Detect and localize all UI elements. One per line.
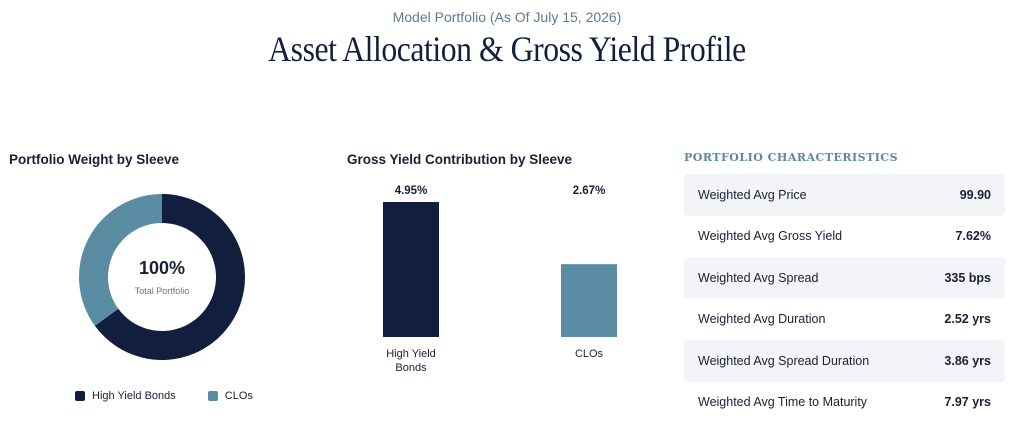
- characteristic-row: Weighted Avg Spread Duration 3.86 yrs: [684, 340, 1005, 382]
- characteristic-value: 335 bps: [944, 270, 991, 285]
- donut-chart: [79, 194, 246, 360]
- characteristic-label: Weighted Avg Duration: [698, 312, 826, 327]
- legend-item-clos: CLOs: [207, 390, 253, 402]
- characteristic-label: Weighted Avg Gross Yield: [698, 229, 843, 244]
- donut-center-value: 100%: [138, 258, 186, 278]
- bar-high-yield-bonds: [383, 202, 439, 337]
- bar-chart-title: Gross Yield Contribution by Sleeve: [347, 152, 573, 167]
- characteristic-row: Weighted Avg Gross Yield 7.62%: [684, 216, 1005, 258]
- legend-swatch-high-yield-bonds: [75, 391, 85, 401]
- characteristic-value: 7.97 yrs: [944, 395, 991, 410]
- characteristics-heading: PORTFOLIO CHARACTERISTICS: [684, 151, 899, 164]
- legend-item-high-yield-bonds: High Yield Bonds: [75, 390, 176, 402]
- characteristic-row: Weighted Avg Time to Maturity 7.97 yrs: [684, 382, 1005, 424]
- characteristic-value: 7.62%: [955, 229, 991, 244]
- donut-chart-title: Portfolio Weight by Sleeve: [9, 152, 180, 167]
- bar-category-label: High Yield Bonds: [386, 348, 436, 374]
- bar-clos: [561, 264, 617, 337]
- donut-slice-high-yield-bonds: [94, 194, 246, 360]
- characteristic-label: Weighted Avg Time to Maturity: [698, 395, 868, 410]
- bar-value-label: 4.95%: [395, 185, 428, 197]
- characteristic-value: 2.52 yrs: [944, 312, 991, 327]
- legend-label: High Yield Bonds: [92, 390, 176, 402]
- page-subtitle: Model Portfolio (As Of July 15, 2026): [392, 9, 622, 25]
- donut-slice-clos: [79, 194, 162, 326]
- bar-chart: 4.95% High Yield Bonds 2.67% CLOs: [383, 185, 617, 374]
- characteristic-value: 99.90: [959, 187, 991, 202]
- donut-legend: High Yield Bonds CLOs: [75, 390, 285, 402]
- bar-category-label: CLOs: [575, 348, 604, 360]
- characteristic-label: Weighted Avg Spread Duration: [698, 353, 870, 368]
- characteristic-label: Weighted Avg Spread: [698, 270, 819, 285]
- donut-center-label: Total Portfolio: [134, 286, 190, 296]
- characteristic-label: Weighted Avg Price: [698, 187, 807, 202]
- legend-label: CLOs: [224, 390, 253, 402]
- legend-swatch-clos: [207, 391, 218, 401]
- characteristic-row: Weighted Avg Price 99.90: [684, 174, 1005, 216]
- characteristic-row: Weighted Avg Duration 2.52 yrs: [684, 299, 1005, 341]
- bar-value-label: 2.67%: [573, 185, 606, 197]
- characteristics-list: Weighted Avg Price 99.90 Weighted Avg Gr…: [684, 174, 1005, 423]
- characteristic-value: 3.86 yrs: [944, 353, 991, 368]
- characteristic-row: Weighted Avg Spread 335 bps: [684, 257, 1005, 299]
- page-title: Asset Allocation & Gross Yield Profile: [268, 29, 746, 69]
